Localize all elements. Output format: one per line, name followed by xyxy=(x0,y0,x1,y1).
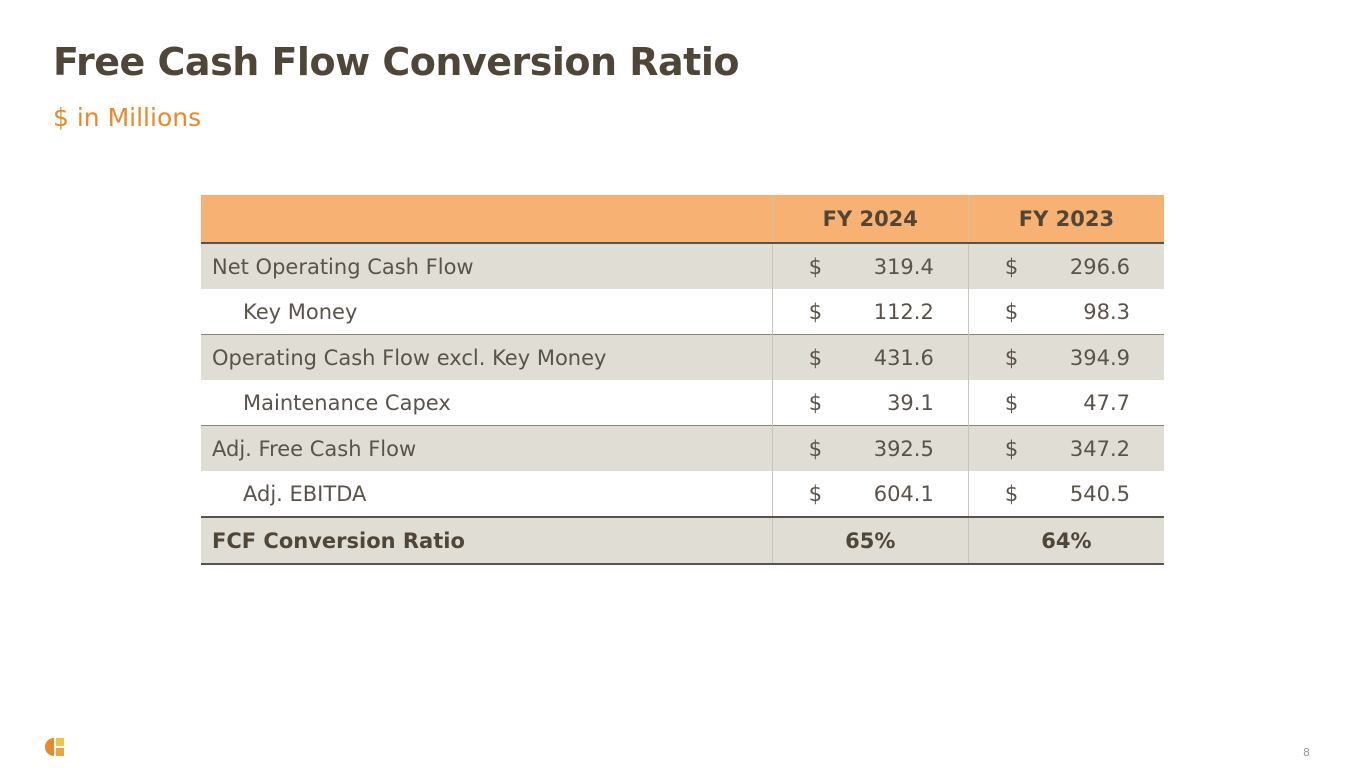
amount: 604.1 xyxy=(873,481,934,506)
currency: $ xyxy=(1004,481,1019,506)
row-label: Adj. EBITDA xyxy=(243,481,367,506)
value-cell: $319.4 xyxy=(771,243,969,289)
value-cell: $47.7 xyxy=(967,380,1164,426)
subtitle: $ in Millions xyxy=(53,103,202,132)
value-cell: $296.6 xyxy=(967,243,1164,289)
total-row: FCF Conversion Ratio 65% 64% xyxy=(201,516,1164,565)
value-cell: $604.1 xyxy=(771,471,969,517)
currency: $ xyxy=(808,254,823,279)
row-label: Maintenance Capex xyxy=(243,390,451,415)
currency: $ xyxy=(1004,345,1019,370)
header-cell xyxy=(201,195,773,244)
value-cell: $347.2 xyxy=(967,425,1164,471)
value-cell: $394.9 xyxy=(967,334,1164,380)
table-row: Operating Cash Flow excl. Key Money $431.… xyxy=(201,334,1164,380)
row-label: FCF Conversion Ratio xyxy=(201,516,773,565)
total-cell: 65% xyxy=(771,516,969,565)
amount: 319.4 xyxy=(873,254,934,279)
header-row: FY 2024 FY 2023 xyxy=(201,195,1164,244)
column-header: FY 2023 xyxy=(967,195,1164,244)
amount: 98.3 xyxy=(1083,299,1130,324)
row-label: Net Operating Cash Flow xyxy=(201,243,773,289)
row-label: Adj. Free Cash Flow xyxy=(201,425,773,471)
amount: 296.6 xyxy=(1069,254,1130,279)
currency: $ xyxy=(808,436,823,461)
currency: $ xyxy=(1004,299,1019,324)
currency: $ xyxy=(808,299,823,324)
row-label: Key Money xyxy=(243,299,358,324)
amount: 39.1 xyxy=(887,390,934,415)
amount: 347.2 xyxy=(1069,436,1130,461)
amount: 47.7 xyxy=(1083,390,1130,415)
currency: $ xyxy=(1004,390,1019,415)
value-cell: $39.1 xyxy=(771,380,969,426)
table-row: Net Operating Cash Flow $319.4 $296.6 xyxy=(201,243,1164,289)
value-cell: $431.6 xyxy=(771,334,969,380)
column-header: FY 2024 xyxy=(771,195,969,244)
amount: 112.2 xyxy=(873,299,934,324)
row-label: Operating Cash Flow excl. Key Money xyxy=(201,334,773,380)
currency: $ xyxy=(1004,254,1019,279)
table-row: Maintenance Capex $39.1 $47.7 xyxy=(201,380,1164,426)
amount: 394.9 xyxy=(1069,345,1130,370)
value-cell: $98.3 xyxy=(967,289,1164,335)
currency: $ xyxy=(808,481,823,506)
total-cell: 64% xyxy=(967,516,1164,565)
table-row: Key Money $112.2 $98.3 xyxy=(201,289,1164,335)
value-cell: $540.5 xyxy=(967,471,1164,517)
amount: 540.5 xyxy=(1069,481,1130,506)
page-number: 8 xyxy=(1303,746,1310,759)
table-row: Adj. Free Cash Flow $392.5 $347.2 xyxy=(201,425,1164,471)
table: FY 2024 FY 2023 Net Operating Cash Flow $3… xyxy=(201,195,1164,565)
currency: $ xyxy=(808,345,823,370)
amount: 392.5 xyxy=(873,436,934,461)
currency: $ xyxy=(1004,436,1019,461)
logo xyxy=(45,738,64,756)
table-row: Adj. EBITDA $604.1 $540.5 xyxy=(201,471,1164,517)
value-cell: $392.5 xyxy=(771,425,969,471)
value-cell: $112.2 xyxy=(771,289,969,335)
title: Free Cash Flow Conversion Ratio xyxy=(53,40,739,84)
table-body: Net Operating Cash Flow $319.4 $296.6 Key M… xyxy=(201,243,1164,565)
currency: $ xyxy=(808,390,823,415)
amount: 431.6 xyxy=(873,345,934,370)
